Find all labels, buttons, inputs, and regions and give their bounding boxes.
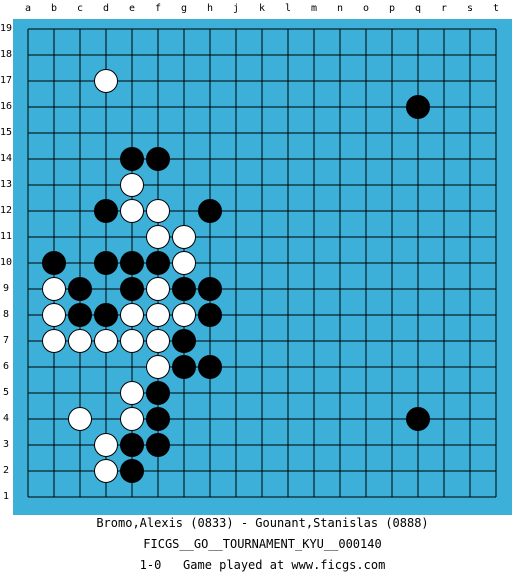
column-label-t: t: [492, 3, 500, 14]
black-stone-f14[interactable]: [146, 147, 170, 171]
black-stone-e3[interactable]: [120, 433, 144, 457]
column-label-r: r: [440, 3, 448, 14]
row-label-3: 3: [2, 439, 10, 450]
white-stone-f8[interactable]: [146, 303, 170, 327]
white-stone-f6[interactable]: [146, 355, 170, 379]
white-stone-d17[interactable]: [94, 69, 118, 93]
row-label-10: 10: [0, 257, 13, 268]
row-label-6: 6: [2, 361, 10, 372]
row-label-7: 7: [2, 335, 10, 346]
column-label-m: m: [310, 3, 318, 14]
black-stone-d12[interactable]: [94, 199, 118, 223]
white-stone-g10[interactable]: [172, 251, 196, 275]
column-label-e: e: [128, 3, 136, 14]
event-caption: FICGS__GO__TOURNAMENT_KYU__000140: [143, 537, 382, 551]
column-label-q: q: [414, 3, 422, 14]
column-label-d: d: [102, 3, 110, 14]
black-stone-f3[interactable]: [146, 433, 170, 457]
white-stone-e13[interactable]: [120, 173, 144, 197]
black-stone-c9[interactable]: [68, 277, 92, 301]
row-label-13: 13: [0, 179, 13, 190]
column-label-l: l: [284, 3, 292, 14]
white-stone-c4[interactable]: [68, 407, 92, 431]
black-stone-c8[interactable]: [68, 303, 92, 327]
white-stone-d3[interactable]: [94, 433, 118, 457]
white-stone-c7[interactable]: [68, 329, 92, 353]
white-stone-g11[interactable]: [172, 225, 196, 249]
row-label-8: 8: [2, 309, 10, 320]
black-stone-e9[interactable]: [120, 277, 144, 301]
black-stone-g7[interactable]: [172, 329, 196, 353]
row-label-11: 11: [0, 231, 13, 242]
black-stone-f4[interactable]: [146, 407, 170, 431]
white-stone-b9[interactable]: [42, 277, 66, 301]
white-stone-d2[interactable]: [94, 459, 118, 483]
row-label-19: 19: [0, 23, 13, 34]
black-stone-g9[interactable]: [172, 277, 196, 301]
row-label-18: 18: [0, 49, 13, 60]
white-stone-f12[interactable]: [146, 199, 170, 223]
result-caption: 1-0 Game played at www.ficgs.com: [139, 558, 386, 572]
black-stone-e10[interactable]: [120, 251, 144, 275]
black-stone-d8[interactable]: [94, 303, 118, 327]
column-label-s: s: [466, 3, 474, 14]
row-label-15: 15: [0, 127, 13, 138]
players-caption: Bromo,Alexis (0833) - Gounant,Stanislas …: [96, 516, 429, 530]
black-stone-h12[interactable]: [198, 199, 222, 223]
black-stone-h6[interactable]: [198, 355, 222, 379]
black-stone-h8[interactable]: [198, 303, 222, 327]
black-stone-q16[interactable]: [406, 95, 430, 119]
white-stone-e8[interactable]: [120, 303, 144, 327]
row-label-9: 9: [2, 283, 10, 294]
white-stone-e7[interactable]: [120, 329, 144, 353]
black-stone-e14[interactable]: [120, 147, 144, 171]
column-label-b: b: [50, 3, 58, 14]
white-stone-e4[interactable]: [120, 407, 144, 431]
column-label-g: g: [180, 3, 188, 14]
black-stone-h9[interactable]: [198, 277, 222, 301]
column-label-a: a: [24, 3, 32, 14]
black-stone-f10[interactable]: [146, 251, 170, 275]
white-stone-b7[interactable]: [42, 329, 66, 353]
white-stone-f9[interactable]: [146, 277, 170, 301]
column-label-n: n: [336, 3, 344, 14]
column-label-j: j: [232, 3, 240, 14]
black-stone-e2[interactable]: [120, 459, 144, 483]
black-stone-g6[interactable]: [172, 355, 196, 379]
column-label-o: o: [362, 3, 370, 14]
white-stone-e12[interactable]: [120, 199, 144, 223]
row-label-4: 4: [2, 413, 10, 424]
black-stone-d10[interactable]: [94, 251, 118, 275]
white-stone-f11[interactable]: [146, 225, 170, 249]
row-label-2: 2: [2, 465, 10, 476]
white-stone-f7[interactable]: [146, 329, 170, 353]
black-stone-b10[interactable]: [42, 251, 66, 275]
row-label-17: 17: [0, 75, 13, 86]
column-label-c: c: [76, 3, 84, 14]
row-label-1: 1: [2, 491, 10, 502]
black-stone-q4[interactable]: [406, 407, 430, 431]
column-label-h: h: [206, 3, 214, 14]
white-stone-b8[interactable]: [42, 303, 66, 327]
white-stone-e5[interactable]: [120, 381, 144, 405]
column-label-k: k: [258, 3, 266, 14]
row-label-14: 14: [0, 153, 13, 164]
column-label-p: p: [388, 3, 396, 14]
column-label-f: f: [154, 3, 162, 14]
black-stone-f5[interactable]: [146, 381, 170, 405]
row-label-12: 12: [0, 205, 13, 216]
row-label-5: 5: [2, 387, 10, 398]
row-label-16: 16: [0, 101, 13, 112]
white-stone-d7[interactable]: [94, 329, 118, 353]
white-stone-g8[interactable]: [172, 303, 196, 327]
